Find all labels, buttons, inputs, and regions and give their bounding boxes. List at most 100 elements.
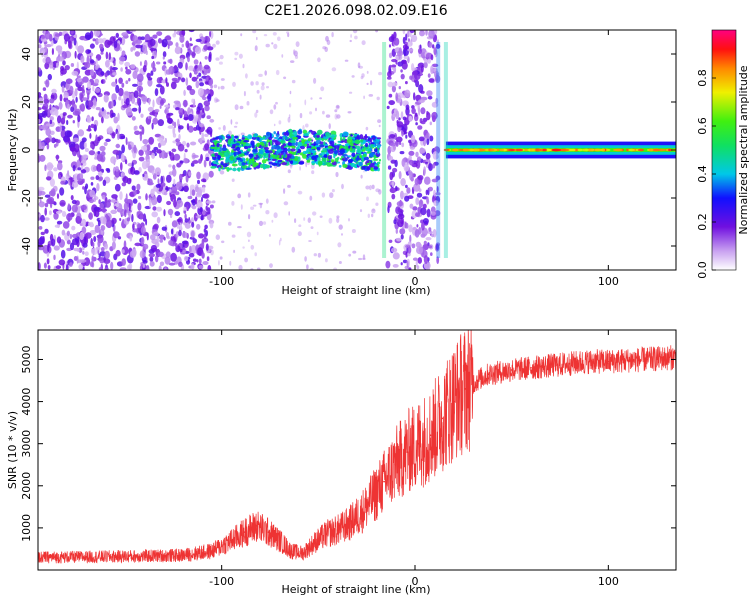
noise-blob [160, 150, 166, 159]
signal-blob [261, 159, 267, 164]
noise-blob [111, 132, 116, 139]
noise-blob [401, 142, 405, 148]
noise-blob [411, 107, 416, 114]
noise-blob [183, 185, 189, 193]
noise-blob [101, 116, 104, 124]
noise-blob [159, 105, 162, 109]
faint-blob [377, 119, 382, 123]
noise-blob [73, 37, 77, 46]
signal-blob [363, 154, 367, 158]
faint-blob [234, 51, 239, 56]
noise-blob [139, 61, 142, 66]
noise-blob [154, 113, 157, 118]
noise-blob [91, 255, 94, 263]
colorbar-tick-label: 0.4 [696, 165, 709, 183]
carrier-peak [528, 148, 531, 152]
signal-blob [338, 164, 342, 168]
noise-blob [190, 230, 195, 238]
signal-blob [238, 153, 245, 157]
snr-point [607, 360, 610, 363]
noise-blob [196, 259, 199, 263]
noise-blob [102, 207, 106, 214]
signal-blob [256, 142, 260, 147]
signal-blob [342, 154, 348, 157]
signal-blob [272, 154, 275, 159]
spectrogram-x-ticks: -100 0 100 [209, 30, 619, 288]
noise-blob [65, 264, 69, 270]
signal-blob [349, 142, 355, 147]
signal-blob [259, 163, 264, 169]
noise-blob [75, 215, 81, 224]
noise-blob [203, 64, 210, 70]
colorbar-ticks: 0.0 0.2 0.4 0.6 0.8 [696, 69, 716, 279]
noise-blob [177, 61, 183, 69]
noise-blob [80, 169, 87, 174]
noise-blob [41, 124, 48, 131]
noise-blob [196, 188, 202, 196]
faint-blob [233, 125, 238, 128]
signal-blob [235, 146, 241, 152]
noise-blob [95, 175, 100, 181]
noise-blob [405, 33, 408, 41]
noise-blob [423, 166, 426, 176]
carrier-peak [451, 148, 459, 152]
noise-blob [71, 204, 78, 213]
carrier-peak [497, 148, 500, 152]
noise-blob [210, 84, 214, 89]
noise-blob [77, 114, 81, 123]
faint-blob [269, 263, 273, 268]
signal-blob [234, 135, 238, 139]
signal-blob [244, 152, 249, 156]
noise-blob [165, 251, 171, 258]
noise-blob [169, 58, 173, 64]
faint-blob [336, 215, 340, 219]
faint-blob [279, 237, 282, 242]
carrier-peak [458, 148, 462, 152]
noise-blob [199, 82, 205, 87]
signal-blob [269, 133, 272, 138]
faint-blob [325, 114, 331, 118]
signal-blob [220, 157, 225, 161]
noise-blob [138, 149, 144, 156]
noise-blob [435, 243, 439, 251]
noise-blob [157, 119, 164, 127]
noise-blob [58, 101, 63, 110]
noise-blob [428, 227, 432, 232]
snr-point [464, 388, 467, 390]
noise-blob [434, 34, 437, 40]
faint-blob [238, 134, 241, 137]
noise-blob [79, 105, 83, 111]
noise-blob [94, 78, 100, 84]
noise-blob [118, 96, 122, 101]
noise-blob [405, 134, 408, 139]
faint-blob [215, 40, 220, 45]
noise-blob [125, 193, 128, 203]
faint-blob [265, 198, 269, 204]
signal-blob [357, 148, 360, 153]
noise-blob [123, 240, 127, 250]
noise-blob [103, 114, 110, 119]
noise-blob [153, 223, 159, 230]
noise-blob [166, 174, 172, 183]
noise-blob [140, 236, 145, 246]
carrier-peak [478, 148, 486, 152]
noise-blob [412, 70, 418, 76]
signal-blob [327, 155, 332, 160]
noise-blob [49, 98, 55, 104]
signal-blob [245, 157, 249, 162]
faint-blob [268, 233, 271, 237]
faint-blob [252, 30, 257, 34]
signal-blob [370, 166, 373, 171]
signal-blob [265, 158, 269, 161]
faint-blob [218, 127, 221, 130]
snr-point [267, 531, 269, 533]
signal-blob [350, 162, 356, 168]
noise-blob [59, 94, 63, 102]
noise-blob [191, 76, 198, 82]
noise-blob [71, 181, 79, 188]
noise-blob [124, 91, 130, 96]
noise-blob [53, 143, 57, 148]
noise-blob [99, 145, 106, 152]
noise-blob [400, 178, 406, 187]
faint-blob [215, 57, 220, 61]
